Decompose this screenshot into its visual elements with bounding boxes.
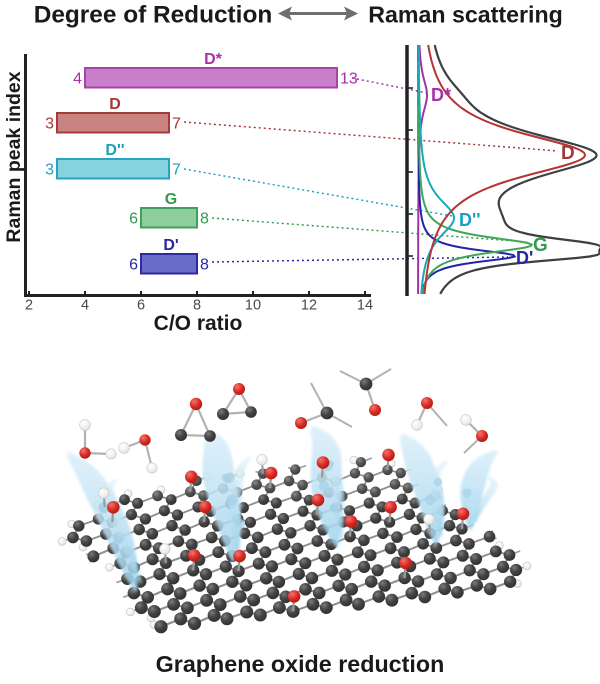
svg-text:6: 6 xyxy=(129,211,138,228)
svg-text:2: 2 xyxy=(25,298,33,314)
svg-text:G: G xyxy=(165,191,177,208)
svg-text:13: 13 xyxy=(340,71,358,88)
svg-text:Raman scattering: Raman scattering xyxy=(368,2,563,28)
svg-text:Graphene oxide reduction: Graphene oxide reduction xyxy=(156,651,445,677)
svg-text:7: 7 xyxy=(172,162,181,179)
svg-text:8: 8 xyxy=(200,211,209,228)
svg-text:8: 8 xyxy=(193,298,201,314)
svg-text:10: 10 xyxy=(245,298,261,314)
svg-text:3: 3 xyxy=(45,116,54,133)
svg-text:D': D' xyxy=(516,248,533,268)
svg-text:D*: D* xyxy=(431,85,451,105)
svg-text:8: 8 xyxy=(200,257,209,274)
svg-text:12: 12 xyxy=(301,298,317,314)
svg-text:D: D xyxy=(109,96,121,113)
svg-text:D*: D* xyxy=(204,51,223,68)
svg-text:4: 4 xyxy=(81,298,89,314)
svg-text:C/O ratio: C/O ratio xyxy=(154,312,243,335)
svg-text:D: D xyxy=(561,143,575,164)
svg-text:D'': D'' xyxy=(459,210,481,230)
svg-text:D': D' xyxy=(163,237,178,254)
svg-text:4: 4 xyxy=(73,71,82,88)
svg-text:6: 6 xyxy=(137,298,145,314)
svg-text:Degree of Reduction: Degree of Reduction xyxy=(34,2,273,29)
svg-text:14: 14 xyxy=(357,298,373,314)
svg-text:3: 3 xyxy=(45,162,54,179)
svg-text:7: 7 xyxy=(172,116,181,133)
svg-text:6: 6 xyxy=(129,257,138,274)
svg-text:D'': D'' xyxy=(105,142,124,159)
svg-text:G: G xyxy=(533,235,548,256)
svg-text:Raman peak index: Raman peak index xyxy=(3,71,25,242)
